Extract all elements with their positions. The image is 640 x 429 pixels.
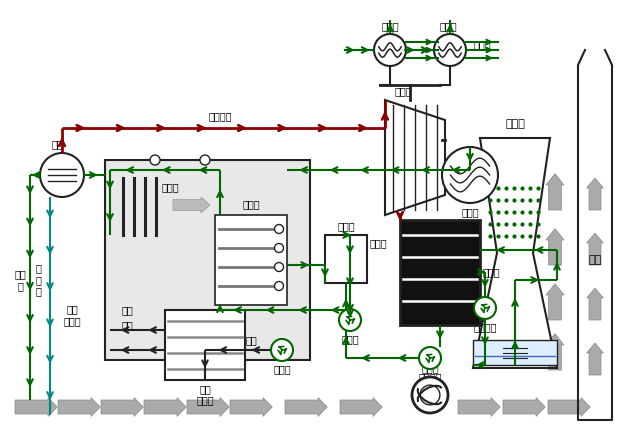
FancyArrow shape xyxy=(230,398,272,417)
Bar xyxy=(165,310,245,380)
Circle shape xyxy=(374,34,406,66)
FancyArrow shape xyxy=(587,343,604,375)
FancyArrow shape xyxy=(548,398,590,417)
FancyArrow shape xyxy=(587,178,604,210)
FancyArrow shape xyxy=(458,398,500,417)
Text: 省煤器: 省煤器 xyxy=(242,199,260,209)
FancyArrow shape xyxy=(340,398,382,417)
Circle shape xyxy=(474,297,496,319)
Text: 除氧器: 除氧器 xyxy=(337,221,355,231)
Text: 循环水: 循环水 xyxy=(474,40,492,50)
Text: 补充水: 补充水 xyxy=(370,238,388,248)
Text: 水
冷
壁: 水 冷 壁 xyxy=(35,263,41,296)
FancyArrow shape xyxy=(546,229,564,265)
FancyArrow shape xyxy=(101,398,143,417)
Text: 给水泵: 给水泵 xyxy=(341,334,359,344)
Circle shape xyxy=(434,34,466,66)
Circle shape xyxy=(40,153,84,197)
Circle shape xyxy=(271,339,293,361)
FancyArrow shape xyxy=(587,233,604,265)
Polygon shape xyxy=(385,100,445,215)
FancyArrow shape xyxy=(285,398,327,417)
Bar xyxy=(473,340,557,365)
Circle shape xyxy=(442,147,498,203)
Text: 冷油器: 冷油器 xyxy=(381,21,399,31)
Text: 粉煤: 粉煤 xyxy=(122,320,134,330)
FancyArrow shape xyxy=(15,398,57,417)
Text: 引风机: 引风机 xyxy=(421,363,439,373)
Bar xyxy=(400,220,480,325)
FancyArrow shape xyxy=(503,398,545,417)
Text: 凝结水泵: 凝结水泵 xyxy=(419,372,442,382)
Text: 过热蕃气: 过热蕃气 xyxy=(208,111,232,121)
Text: 发电机: 发电机 xyxy=(461,207,479,217)
Text: 粉煤
燃烧器: 粉煤 燃烧器 xyxy=(63,304,81,326)
FancyArrow shape xyxy=(58,398,100,417)
Text: 汽轮机: 汽轮机 xyxy=(395,86,413,96)
Text: 热风: 热风 xyxy=(122,305,134,315)
Circle shape xyxy=(150,155,160,165)
Text: 循环水泵: 循环水泵 xyxy=(473,322,497,332)
Circle shape xyxy=(275,263,284,272)
FancyArrow shape xyxy=(144,398,186,417)
Text: 预热器: 预热器 xyxy=(196,395,214,405)
Bar xyxy=(105,160,310,360)
FancyArrow shape xyxy=(546,174,564,210)
Text: 冷却塔: 冷却塔 xyxy=(505,119,525,129)
Text: 下降
管: 下降 管 xyxy=(14,269,26,291)
Bar xyxy=(215,215,287,305)
Circle shape xyxy=(419,347,441,369)
Text: 过热器: 过热器 xyxy=(161,182,179,192)
FancyArrow shape xyxy=(546,284,564,320)
FancyArrow shape xyxy=(173,197,210,213)
Circle shape xyxy=(420,385,440,405)
FancyArrow shape xyxy=(546,334,564,370)
Text: 烟囱: 烟囱 xyxy=(588,255,602,265)
Text: 风冷器: 风冷器 xyxy=(439,21,457,31)
Bar xyxy=(325,235,367,283)
Text: 冷风: 冷风 xyxy=(245,335,257,345)
Circle shape xyxy=(275,281,284,290)
FancyArrow shape xyxy=(587,288,604,320)
Circle shape xyxy=(200,155,210,165)
Circle shape xyxy=(275,244,284,253)
Text: 空气: 空气 xyxy=(199,384,211,394)
FancyArrow shape xyxy=(187,398,229,417)
Text: 吹风机: 吹风机 xyxy=(273,364,291,374)
Circle shape xyxy=(339,309,361,331)
Text: 凝汽器: 凝汽器 xyxy=(483,267,500,277)
Circle shape xyxy=(412,377,448,413)
Text: 汽包: 汽包 xyxy=(51,139,63,149)
Circle shape xyxy=(275,224,284,233)
